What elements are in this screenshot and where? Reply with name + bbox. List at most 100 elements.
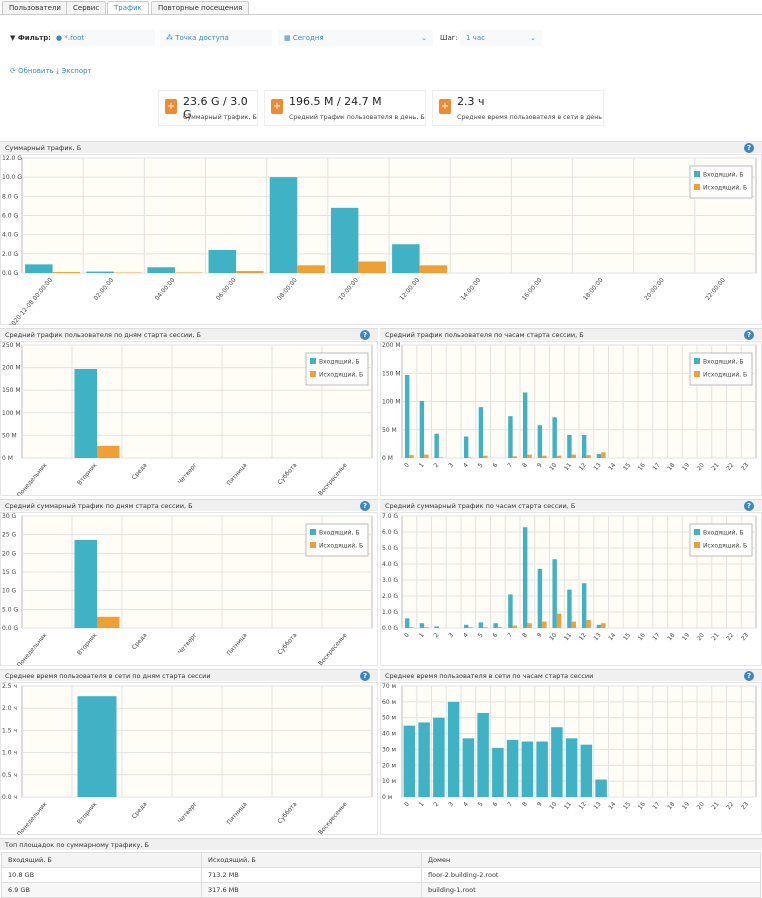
stat-value: 196.5 M / 24.7 M [289, 95, 382, 108]
bar [433, 718, 445, 797]
chart-header: Средний трафик пользователя по часам ста… [380, 328, 762, 340]
help-icon[interactable]: ? [744, 671, 754, 681]
column-header: Домен [422, 853, 761, 868]
x-tick-label: 15 [622, 462, 632, 472]
access-point-field[interactable]: ⁂ Точка доступа [160, 30, 272, 46]
x-tick-label: 16:00:00 [521, 277, 544, 302]
bar [434, 434, 438, 458]
bar [75, 540, 98, 628]
x-tick-label: 17 [651, 462, 661, 472]
legend-swatch [694, 542, 700, 548]
x-tick-label: 5 [477, 632, 485, 640]
bar [483, 627, 487, 628]
tab[interactable]: Трафик [107, 1, 149, 14]
help-icon[interactable]: ? [744, 143, 754, 153]
y-tick-label: 2.0 G [2, 251, 18, 258]
legend-swatch [694, 371, 700, 377]
y-tick-label: 100 M [2, 410, 21, 417]
help-icon[interactable]: ? [360, 501, 370, 511]
x-tick-label: 22 [725, 462, 735, 472]
bar [597, 454, 601, 458]
y-tick-label: 2.0 ч [2, 705, 17, 712]
y-tick-label: 12.0 G [2, 155, 22, 162]
x-tick-label: 13 [592, 462, 602, 472]
bar [86, 272, 114, 273]
tab[interactable]: Сервис [66, 1, 106, 14]
bar [479, 407, 483, 458]
x-tick-label: Суббота [276, 462, 298, 487]
x-tick-label: 19 [681, 462, 691, 472]
x-tick-label: 16 [637, 801, 647, 811]
x-tick-label: 0 [403, 801, 411, 809]
bar [420, 623, 424, 628]
bar [513, 626, 517, 628]
domain-field[interactable]: ● *.root [50, 30, 155, 46]
x-tick-label: 11 [563, 801, 573, 811]
y-tick-label: 40 м [382, 731, 396, 738]
x-tick-label: 21 [710, 801, 720, 811]
bar [424, 627, 428, 628]
y-tick-label: 0.0 ч [2, 794, 17, 801]
y-tick-label: 30 м [382, 746, 396, 753]
tab[interactable]: Пользователи [2, 1, 68, 14]
x-tick-label: 13 [592, 801, 602, 811]
x-tick-label: Воскресенье [317, 801, 348, 835]
help-icon[interactable]: ? [744, 501, 754, 511]
x-tick-label: 02:00:00 [93, 277, 116, 302]
legend-label: Исходящий, Б [703, 185, 747, 192]
help-icon[interactable]: ? [744, 330, 754, 340]
export[interactable]: ⤓ Экспорт [56, 67, 92, 76]
x-tick-label: 10:00:00 [337, 277, 360, 302]
y-tick-label: 0.5 ч [2, 772, 17, 779]
x-tick-label: 18:00:00 [582, 277, 605, 302]
access-point: Точка доступа [175, 34, 229, 42]
x-tick-label: 14:00:00 [460, 277, 483, 302]
x-tick-label: 16 [637, 462, 647, 472]
help-icon[interactable]: ? [360, 671, 370, 681]
period: Сегодня [293, 34, 324, 42]
x-tick-label: Суббота [276, 632, 298, 657]
legend-swatch [694, 358, 700, 364]
x-tick-label: 10 [548, 462, 558, 472]
bar [420, 401, 424, 458]
bar [25, 264, 53, 273]
y-tick-label: 7.0 G [382, 513, 398, 520]
bar [536, 742, 548, 798]
stat-label: Среднее время пользователя в сети в день [457, 114, 602, 121]
tab[interactable]: Повторные посещения [151, 1, 249, 14]
bar [582, 583, 586, 628]
refresh[interactable]: ⟳ Обновить [10, 67, 54, 75]
x-tick-label: Среда [131, 632, 149, 652]
y-tick-label: 1.0 G [382, 609, 398, 616]
x-tick-label: 20:00:00 [643, 277, 666, 302]
y-tick-label: 5.0 G [2, 606, 18, 613]
chart-title: Средний трафик пользователя по дням стар… [5, 331, 201, 339]
x-tick-label: 3 [447, 632, 455, 640]
chart-header: Средний суммарный трафик по дням старта … [0, 499, 378, 511]
help-icon[interactable]: ? [360, 330, 370, 340]
x-tick-label: Четверг [177, 801, 199, 825]
period-field[interactable]: ▦ Сегодня⌄ [278, 30, 433, 46]
bar [538, 569, 542, 628]
x-tick-label: Пятница [226, 462, 249, 488]
step: 1 час [466, 34, 485, 42]
bar [572, 622, 576, 628]
bar [464, 437, 468, 458]
x-tick-label: 15 [622, 801, 632, 811]
x-tick-label: Понедельник [16, 632, 49, 666]
x-tick-label: 13 [592, 632, 602, 642]
y-tick-label: 0.0 G [2, 270, 18, 277]
x-tick-label: 1 [418, 801, 426, 809]
y-tick-label: 15 G [2, 569, 17, 576]
bar [439, 457, 443, 458]
bar [586, 455, 590, 458]
x-tick-label: 3 [447, 801, 455, 809]
cell: floor-2.building-2.root [422, 868, 761, 883]
table-header: Топ площадок по суммарному трафику, Б [0, 838, 762, 850]
bar [409, 627, 413, 628]
legend-label: Входящий, Б [703, 530, 743, 537]
step-field[interactable]: 1 час⌄ [460, 30, 542, 46]
bar [527, 455, 531, 458]
bar [595, 780, 607, 797]
